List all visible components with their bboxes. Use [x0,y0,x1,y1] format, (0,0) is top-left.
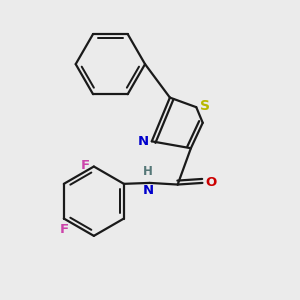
Text: O: O [205,176,216,189]
Text: F: F [81,159,90,172]
Text: S: S [200,98,210,112]
Text: N: N [142,184,154,196]
Text: H: H [143,165,153,178]
Text: F: F [59,224,68,236]
Text: N: N [137,135,148,148]
